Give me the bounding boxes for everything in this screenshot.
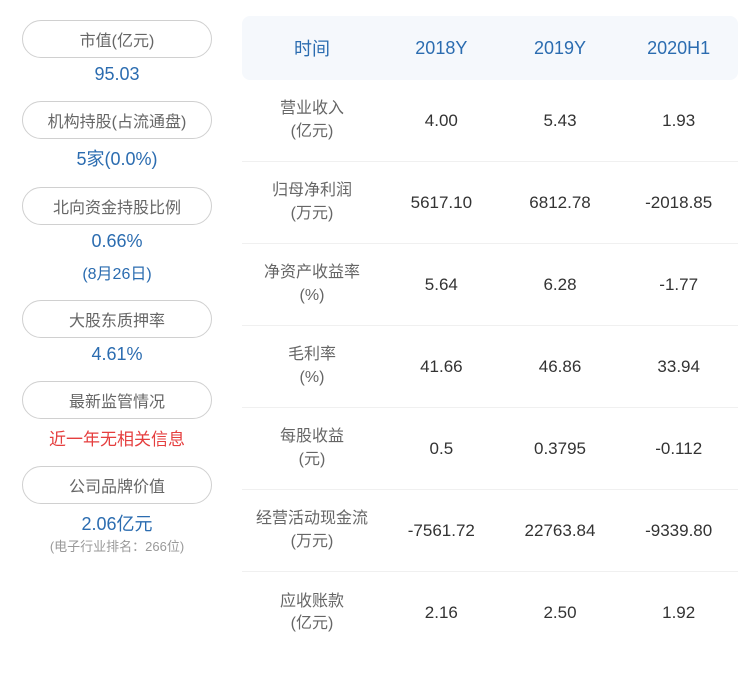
row-label: 应收账款 (亿元)	[242, 591, 382, 636]
row-val: -2018.85	[619, 193, 738, 213]
stat-pill-northbound: 北向资金持股比例	[22, 187, 212, 225]
row-val: -7561.72	[382, 521, 501, 541]
stat-value-regulatory: 近一年无相关信息	[49, 425, 185, 450]
table-header-col-2020h1: 2020H1	[619, 38, 738, 59]
row-val: 6.28	[501, 275, 620, 295]
stat-label: 机构持股(占流通盘)	[48, 108, 187, 132]
row-label: 每股收益 (元)	[242, 426, 382, 471]
stat-value-inst-holding: 5家(0.0%)	[76, 145, 157, 171]
stat-pill-inst-holding: 机构持股(占流通盘)	[22, 101, 212, 139]
stat-value-pledge: 4.61%	[91, 344, 142, 365]
table-row: 经营活动现金流 (万元) -7561.72 22763.84 -9339.80	[242, 490, 738, 572]
stat-label: 大股东质押率	[69, 307, 165, 331]
row-val: 41.66	[382, 357, 501, 377]
row-label: 经营活动现金流 (万元)	[242, 508, 382, 553]
row-val: 5617.10	[382, 193, 501, 213]
row-val: 5.64	[382, 275, 501, 295]
row-val: 1.92	[619, 603, 738, 623]
row-val: 0.3795	[501, 439, 620, 459]
row-val: 46.86	[501, 357, 620, 377]
stat-value-brand-value: 2.06亿元	[81, 510, 152, 536]
row-label: 净资产收益率 (%)	[242, 262, 382, 307]
row-val: 4.00	[382, 111, 501, 131]
row-val: 33.94	[619, 357, 738, 377]
table-row: 毛利率 (%) 41.66 46.86 33.94	[242, 326, 738, 408]
table-row: 应收账款 (亿元) 2.16 2.50 1.92	[242, 572, 738, 654]
row-val: 22763.84	[501, 521, 620, 541]
financial-table: 时间 2018Y 2019Y 2020H1 营业收入 (亿元) 4.00 5.4…	[222, 16, 738, 662]
row-val: 0.5	[382, 439, 501, 459]
row-val: -9339.80	[619, 521, 738, 541]
table-header-col-2019: 2019Y	[501, 38, 620, 59]
stat-label: 市值(亿元)	[80, 27, 155, 51]
stat-sub-northbound: (8月26日)	[82, 260, 151, 284]
row-val: 6812.78	[501, 193, 620, 213]
table-header-col-2018: 2018Y	[382, 38, 501, 59]
row-val: 2.50	[501, 603, 620, 623]
row-label: 营业收入 (亿元)	[242, 98, 382, 143]
stat-label: 公司品牌价值	[69, 473, 165, 497]
stat-label: 北向资金持股比例	[53, 194, 181, 218]
stat-sub-brand-value: (电子行业排名：266位)	[50, 536, 184, 555]
table-row: 营业收入 (亿元) 4.00 5.43 1.93	[242, 80, 738, 162]
table-row: 净资产收益率 (%) 5.64 6.28 -1.77	[242, 244, 738, 326]
table-row: 归母净利润 (万元) 5617.10 6812.78 -2018.85	[242, 162, 738, 244]
row-val: 2.16	[382, 603, 501, 623]
stat-label: 最新监管情况	[69, 388, 165, 412]
table-header-label: 时间	[242, 35, 382, 61]
stat-value-northbound: 0.66%	[91, 231, 142, 252]
row-label: 归母净利润 (万元)	[242, 180, 382, 225]
stat-pill-brand-value: 公司品牌价值	[22, 466, 212, 504]
row-val: -1.77	[619, 275, 738, 295]
row-val: 1.93	[619, 111, 738, 131]
table-row: 每股收益 (元) 0.5 0.3795 -0.112	[242, 408, 738, 490]
stat-pill-regulatory: 最新监管情况	[22, 381, 212, 419]
stat-pill-pledge: 大股东质押率	[22, 300, 212, 338]
stat-value-market-cap: 95.03	[94, 64, 139, 85]
row-label: 毛利率 (%)	[242, 344, 382, 389]
row-val: 5.43	[501, 111, 620, 131]
row-val: -0.112	[619, 439, 738, 459]
left-stats-column: 市值(亿元) 95.03 机构持股(占流通盘) 5家(0.0%) 北向资金持股比…	[12, 16, 222, 662]
stat-pill-market-cap: 市值(亿元)	[22, 20, 212, 58]
table-header-row: 时间 2018Y 2019Y 2020H1	[242, 16, 738, 80]
